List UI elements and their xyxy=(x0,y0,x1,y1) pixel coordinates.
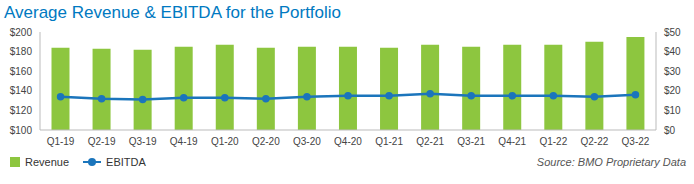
svg-text:Q2-20: Q2-20 xyxy=(252,136,280,147)
svg-text:Q3-20: Q3-20 xyxy=(293,136,321,147)
svg-text:$40: $40 xyxy=(664,46,681,57)
svg-text:Q1-22: Q1-22 xyxy=(539,136,567,147)
svg-text:Q2-22: Q2-22 xyxy=(581,136,609,147)
html-text:Revenue: Revenue xyxy=(25,156,69,168)
svg-text:Q4-21: Q4-21 xyxy=(498,136,526,147)
svg-text:Q3-21: Q3-21 xyxy=(457,136,485,147)
html-text:Source: BMO Proprietary Data: Source: BMO Proprietary Data xyxy=(536,156,686,168)
svg-text:Q3-22: Q3-22 xyxy=(622,136,650,147)
svg-text:Q1-19: Q1-19 xyxy=(47,136,75,147)
svg-text:Q3-19: Q3-19 xyxy=(129,136,157,147)
svg-text:$50: $50 xyxy=(664,27,681,38)
html-text:Average Revenue & EBITDA for t: Average Revenue & EBITDA for the Portfol… xyxy=(4,3,341,22)
svg-text:$120: $120 xyxy=(10,105,33,116)
svg-text:$100: $100 xyxy=(10,125,33,136)
svg-text:Q4-20: Q4-20 xyxy=(334,136,362,147)
svg-text:$0: $0 xyxy=(664,125,676,136)
svg-text:$10: $10 xyxy=(664,105,681,116)
svg-text:$180: $180 xyxy=(10,46,33,57)
svg-text:$30: $30 xyxy=(664,66,681,77)
svg-text:Q1-20: Q1-20 xyxy=(211,136,239,147)
svg-text:$140: $140 xyxy=(10,85,33,96)
svg-text:$20: $20 xyxy=(664,85,681,96)
svg-text:Q2-19: Q2-19 xyxy=(88,136,116,147)
svg-text:Q1-21: Q1-21 xyxy=(375,136,403,147)
svg-text:$160: $160 xyxy=(10,66,33,77)
svg-text:Q2-21: Q2-21 xyxy=(416,136,444,147)
svg-text:Q4-19: Q4-19 xyxy=(170,136,198,147)
html-text:EBITDA: EBITDA xyxy=(106,156,146,168)
svg-text:$200: $200 xyxy=(10,27,33,38)
